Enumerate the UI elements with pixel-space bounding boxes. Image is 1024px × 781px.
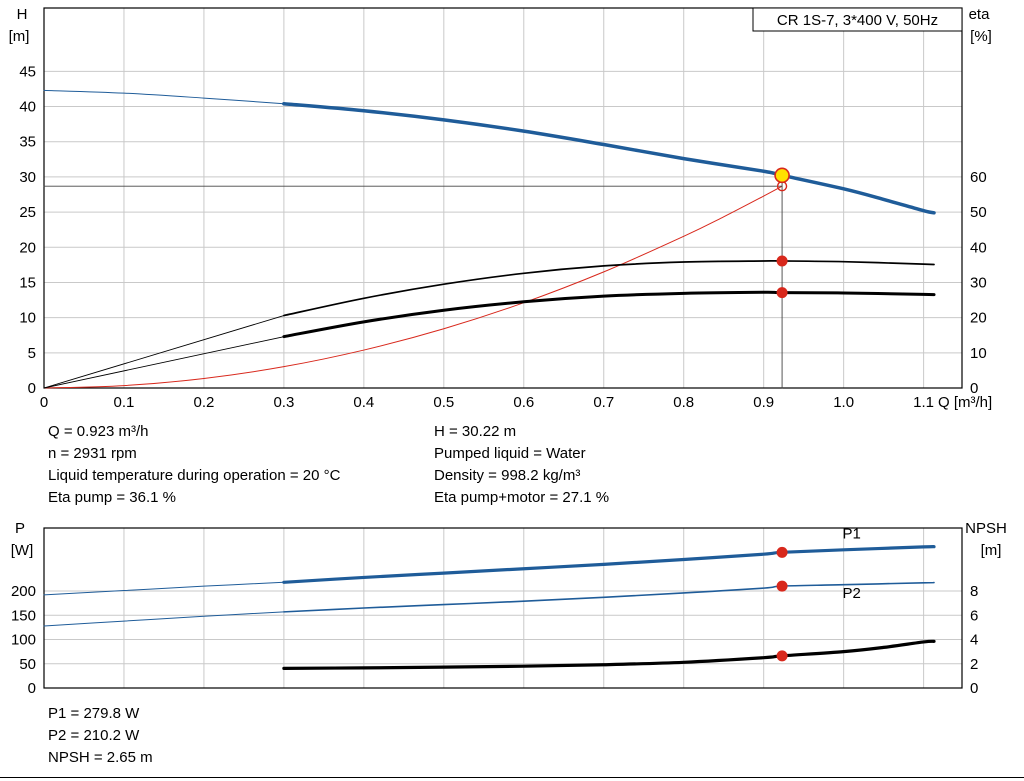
y-tick-label: 15 [19,274,36,291]
hq-eta-chart[interactable]: CR 1S-7, 3*400 V, 50Hz 0 0.1 0.2 0.3 0.4 0.5 0.… [0,0,1024,420]
p1-point [776,546,788,558]
y2-tick-label: 60 [970,169,987,186]
y-tick-label: 150 [11,607,36,624]
axis-label: [m] [981,542,1002,559]
y-tick-label: 40 [19,99,36,116]
axis-label: [m] [9,28,30,45]
x-tick-label: 1.0 [833,394,854,411]
p2-curve-label: P2 [842,585,860,602]
p2-curve-low-flow [43,611,285,627]
result-line-p2: P2 = 210.2 W [48,727,140,744]
hq-curve-low-flow [43,89,285,105]
axis-label: H [17,6,28,23]
axis-label: Q [m³/h] [938,394,992,411]
operating-data-left: Q = 0.923 m³/h n = 2931 rpm Liquid tempe… [48,421,340,509]
info-line-q: Q = 0.923 m³/h [48,423,149,440]
operating-data-right: H = 30.22 m Pumped liquid = Water Densit… [434,421,609,509]
y-tick-label: 50 [19,656,36,673]
y-tick-label: 0 [28,680,36,697]
x-tick-label: 0 [40,394,48,411]
info-line-eta-pump-motor: Eta pump+motor = 27.1 % [434,489,610,506]
p2-curve [283,581,935,613]
plot-frame [43,527,963,689]
info-line-density: Density = 998.2 kg/m³ [434,467,581,484]
p2-point [776,580,788,592]
eta-pump-lead-line [43,315,285,389]
p1-curve-low-flow [43,581,285,596]
hq-curve [282,101,936,215]
result-line-npsh: NPSH = 2.65 m [48,749,153,766]
x-tick-label: 0.8 [673,394,694,411]
x-tick-label: 0.3 [273,394,294,411]
eta-pump-curve [283,260,935,317]
y2-tick-label: 0 [970,680,978,697]
info-line-head: H = 30.22 m [434,423,517,440]
y-tick-label: 10 [19,310,36,327]
bottom-divider [0,777,1024,778]
info-line-speed: n = 2931 rpm [48,445,137,462]
axis-label: eta [969,6,991,23]
p1-curve [282,545,936,584]
y-tick-label: 45 [19,63,36,80]
axis-label: [W] [11,542,34,559]
y-tick-label: 0 [28,380,36,397]
eta-pump-point [776,255,788,267]
x-tick-label: 0.5 [433,394,454,411]
chart-title-box [752,7,963,32]
x-tick-label: 1.1 [913,394,934,411]
p1-curve-label: P1 [842,526,860,543]
x-tick-label: 0.7 [593,394,614,411]
axis-label: P [15,520,25,537]
y2-tick-label: 2 [970,656,978,673]
y-tick-label: 100 [11,632,36,649]
y-tick-label: 30 [19,169,36,186]
plot-frame [43,7,963,389]
y-tick-label: 200 [11,583,36,600]
eta-pump-motor-point [776,287,788,299]
x-tick-label: 0.6 [513,394,534,411]
power-npsh-chart[interactable]: P1 P2 0 50 100 150 200 0 2 4 6 8 P [W] NPSH [m] [0,515,1024,700]
npsh-curve [282,639,936,670]
info-line-liquid: Pumped liquid = Water [434,445,586,462]
chart-title: CR 1S-7, 3*400 V, 50Hz [777,12,938,29]
axis-label: [%] [970,28,992,45]
y2-tick-label: 10 [970,345,987,362]
x-tick-label: 0.1 [114,394,135,411]
info-line-eta-pump: Eta pump = 36.1 % [48,489,176,506]
y-tick-label: 20 [19,239,36,256]
x-tick-label: 0.2 [194,394,215,411]
y2-tick-label: 4 [970,632,978,649]
system-curve [43,185,783,389]
y-tick-label: 5 [28,345,36,362]
x-tick-label: 0.9 [753,394,774,411]
npsh-point [776,650,788,662]
eta-pump-motor-lead-line [43,336,285,389]
result-panel: P1 = 279.8 W P2 = 210.2 W NPSH = 2.65 m [48,703,153,769]
axis-label: NPSH [965,520,1007,537]
y2-tick-label: 40 [970,239,987,256]
y2-tick-label: 30 [970,274,987,291]
duty-point[interactable] [774,167,790,184]
y-tick-label: 35 [19,134,36,151]
y2-tick-label: 0 [970,380,978,397]
y-tick-label: 25 [19,204,36,221]
eta-pump-motor-curve [282,290,936,339]
y2-tick-label: 8 [970,583,978,600]
y2-tick-label: 50 [970,204,987,221]
x-tick-label: 0.4 [353,394,374,411]
y2-tick-label: 20 [970,310,987,327]
info-line-temperature: Liquid temperature during operation = 20… [48,467,341,484]
y2-tick-label: 6 [970,607,978,624]
result-line-p1: P1 = 279.8 W [48,705,140,722]
